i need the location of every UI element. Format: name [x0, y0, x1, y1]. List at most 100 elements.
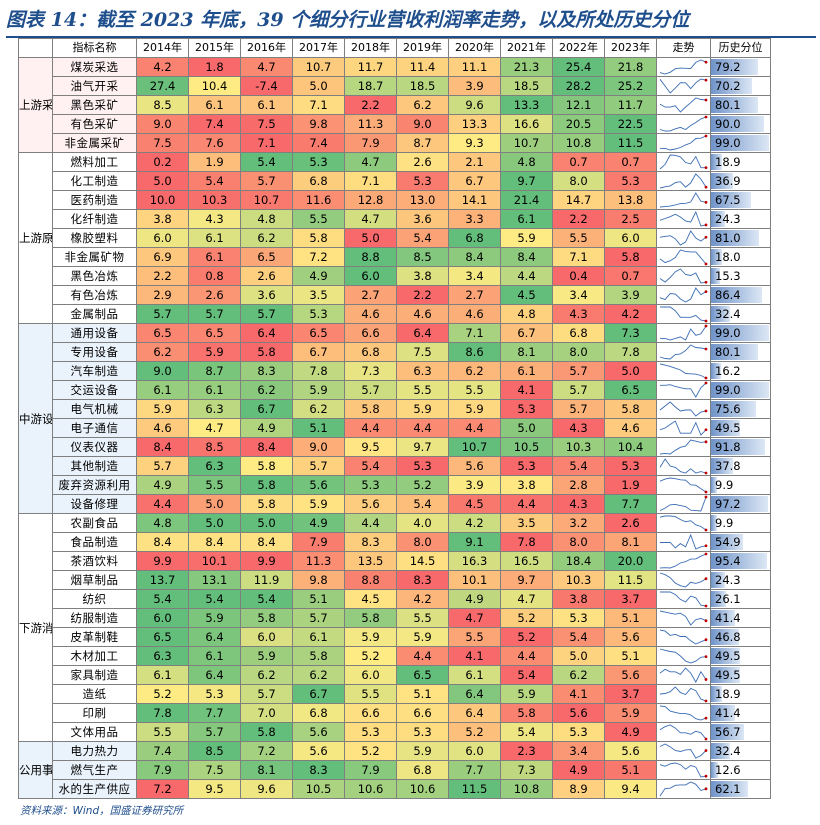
value-cell: 5.0: [188, 494, 241, 514]
percentile-bar: [711, 287, 762, 303]
value-cell: 7.3: [344, 361, 397, 381]
value-cell: 4.2: [396, 589, 449, 609]
table-row: 印刷 7.8 7.7 7.0 6.8 6.6 6.6 6.4 5.8 5.6 5.9 41.4: [19, 703, 771, 723]
value-cell: 8.8: [344, 247, 397, 267]
value-cell: 4.4: [500, 494, 553, 514]
value-cell: 5.4: [240, 589, 293, 609]
table-row: 食品制造 8.4 8.4 8.4 7.9 8.3 8.0 9.1 7.8 8.0 8.1 54.9: [19, 532, 771, 552]
percentile-bar: [711, 192, 751, 208]
value-cell: 5.4: [552, 627, 605, 647]
indicator-name: 化工制造: [52, 171, 137, 191]
percentile-bar: [711, 268, 721, 284]
value-cell: 5.9: [448, 399, 501, 419]
table-row: 水的生产供应 7.2 9.5 9.6 10.5 10.6 10.6 11.5 10.8 8.9 9.…: [19, 779, 771, 799]
trend-line: [659, 724, 707, 740]
value-cell: 14.7: [552, 190, 605, 210]
table-row: 黑色冶炼 2.2 0.8 2.6 4.9 6.0 3.8 3.4 4.4 0.4 0.7 15.3: [19, 266, 771, 286]
value-cell: 2.6: [188, 285, 241, 305]
value-cell: 2.2: [396, 285, 449, 305]
value-cell: 6.0: [604, 228, 657, 248]
table-row: 燃气生产 7.9 7.5 8.1 8.3 7.9 6.8 7.7 7.3 4.9 5.1 12.6: [19, 760, 771, 780]
value-cell: 6.1: [500, 361, 553, 381]
trend-sparkline-cell: [656, 171, 711, 191]
value-cell: 8.9: [552, 779, 605, 799]
value-cell: 11.9: [240, 570, 293, 590]
value-cell: 6.2: [292, 399, 345, 419]
trend-sparkline: [660, 381, 708, 398]
trend-sparkline-cell: [656, 190, 711, 210]
trend-end-marker: [704, 604, 708, 608]
trend-sparkline: [659, 363, 708, 380]
profit-margin-table: 指标名称 2014年 2015年 2016年 2017年 2018年 2019年 2020年…: [18, 38, 771, 799]
trend-sparkline-cell: [656, 722, 711, 742]
trend-sparkline: [659, 59, 708, 75]
value-cell: 6.1: [136, 380, 189, 400]
indicator-name: 皮革制鞋: [52, 627, 137, 647]
trend-sparkline: [659, 401, 708, 417]
value-cell: 4.4: [500, 266, 553, 286]
value-cell: 6.5: [240, 247, 293, 267]
value-cell: 28.2: [552, 76, 605, 96]
value-cell: 4.9: [448, 589, 501, 609]
trend-sparkline-cell: [656, 380, 711, 400]
value-cell: 6.4: [188, 627, 241, 647]
value-cell: 5.3: [552, 722, 605, 742]
value-cell: 4.6: [136, 418, 189, 438]
value-cell: 3.9: [448, 76, 501, 96]
value-cell: 10.7: [240, 190, 293, 210]
trend-end-marker: [704, 678, 708, 681]
trend-sparkline: [659, 477, 708, 494]
percentile-bar: [711, 344, 759, 360]
trend-line: [659, 781, 707, 797]
value-cell: 9.9: [136, 551, 189, 571]
value-cell: 6.8: [552, 323, 605, 343]
trend-sparkline-cell: [656, 437, 711, 457]
percentile-value: 99.0: [715, 326, 741, 340]
trend-line: [659, 173, 707, 189]
trend-line: [659, 344, 707, 360]
value-cell: 6.0: [344, 665, 397, 685]
percentile-value: 95.4: [715, 554, 741, 568]
trend-end-marker: [704, 787, 708, 791]
value-cell: 5.6: [292, 475, 345, 495]
table-row: 中游设备通用设备6.56.56.46.56.66.47.16.76.87.399…: [18, 323, 771, 514]
percentile-cell: 80.1: [710, 95, 771, 115]
group-label: 公用事业: [18, 741, 53, 799]
value-cell: 4.9: [604, 722, 657, 742]
value-cell: 6.0: [448, 741, 501, 761]
trend-end-marker: [704, 490, 708, 494]
percentile-value: 37.8: [715, 459, 741, 473]
value-cell: 5.4: [552, 456, 605, 476]
value-cell: 5.7: [240, 304, 293, 324]
trend-line: [659, 249, 707, 265]
table-row: 文体用品 5.5 5.7 5.8 5.6 5.3 5.3 5.2 5.4 5.3 4.9 56.7: [19, 722, 771, 742]
value-cell: 11.4: [396, 57, 449, 77]
value-cell: 3.7: [604, 684, 657, 704]
value-cell: 2.9: [136, 285, 189, 305]
value-cell: 5.6: [552, 703, 605, 723]
value-cell: 2.2: [552, 209, 605, 229]
value-cell: 5.2: [500, 608, 553, 628]
value-cell: 5.4: [396, 228, 449, 248]
value-cell: 10.5: [292, 779, 345, 799]
value-cell: 4.6: [344, 304, 397, 324]
value-cell: 5.5: [396, 608, 449, 628]
value-cell: 6.2: [136, 342, 189, 362]
value-cell: 11.3: [292, 551, 345, 571]
value-cell: 0.4: [552, 266, 605, 286]
value-cell: 5.9: [344, 627, 397, 647]
trend-line: [659, 59, 707, 75]
value-cell: 27.4: [136, 76, 189, 96]
indicator-name: 烟草制品: [52, 570, 137, 590]
percentile-value: 36.9: [715, 174, 741, 188]
table-row: 上游采矿煤炭采选4.21.84.710.711.711.411.121.325.…: [18, 57, 771, 153]
percentile-bar: [711, 781, 748, 797]
trend-line: [659, 230, 707, 246]
trend-sparkline-cell: [656, 95, 711, 115]
trend-sparkline-cell: [656, 494, 711, 514]
table-row: 电子通信 4.6 4.7 4.9 5.1 4.4 4.4 4.4 5.0 4.3 4.6 49.5: [19, 418, 771, 438]
value-cell: 7.9: [344, 760, 397, 780]
percentile-value: 41.4: [715, 706, 741, 720]
percentile-value: 26.1: [715, 592, 741, 606]
trend-end-marker: [704, 409, 708, 413]
